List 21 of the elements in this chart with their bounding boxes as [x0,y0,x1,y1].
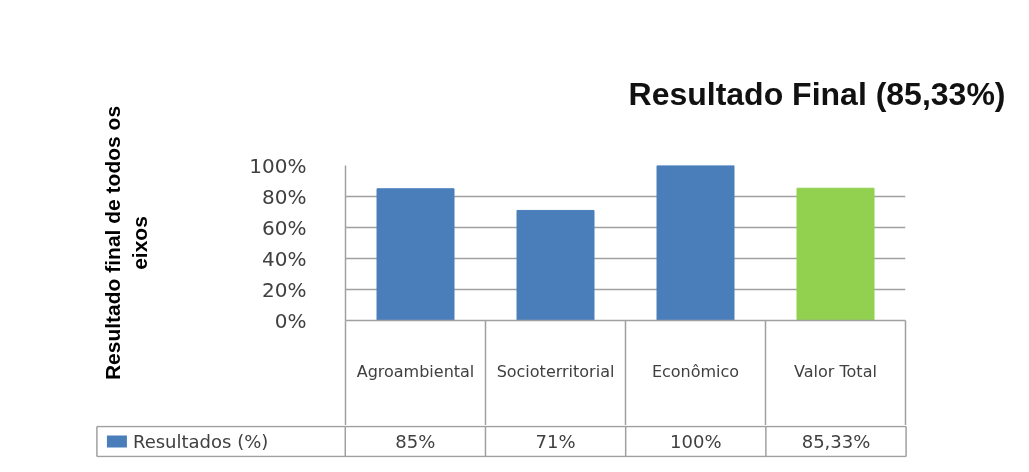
legend-label: Resultados (%) [132,431,269,452]
y-tick-label: 0% [274,308,307,333]
chart-title: Resultado Final (85,33%) [628,75,1006,112]
x-tick-label: Valor Total [794,361,877,381]
data-label: 85% [395,431,436,452]
y-tick-label: 80% [262,184,307,209]
y-tick-label: 20% [262,277,307,302]
y-axis-title: Resultado final de todos os eixos [100,105,152,381]
y-tick-label: 40% [262,246,307,271]
x-tick-label: Socioterritorial [496,361,615,381]
x-tick-label: Agroambiental [356,361,475,381]
bar [796,187,875,321]
bar [376,188,455,321]
y-tick-label: 60% [262,215,307,240]
bar [656,165,735,321]
data-label: 100% [670,431,722,452]
bar [516,209,595,321]
data-label: 71% [535,431,576,452]
y-tick-label: 100% [249,153,307,178]
x-tick-label: Econômico [651,361,740,381]
data-label: 85,33% [801,431,871,452]
